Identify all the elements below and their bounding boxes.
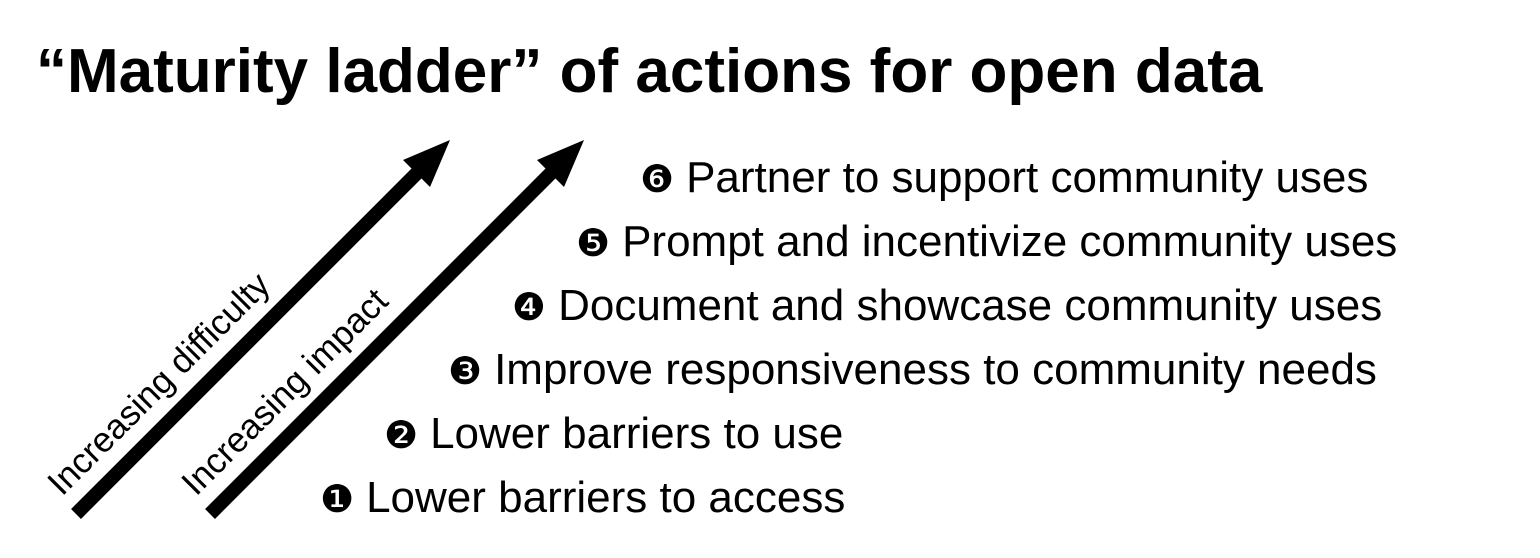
step-6-number-icon: ❻ [640,157,675,201]
step-1-number-icon: ❶ [320,477,355,521]
step-4: ❹ Document and showcase community uses [512,278,1382,335]
step-2-text: Lower barriers to use [430,409,844,458]
impact-arrow-head [537,140,584,187]
page-title: “Maturity ladder” of actions for open da… [36,37,1263,106]
difficulty-arrow-shaft [71,165,425,519]
step-6-text: Partner to support community uses [686,153,1369,202]
step-4-text: Document and showcase community uses [558,281,1383,330]
step-5-text: Prompt and incentivize community uses [622,217,1398,266]
step-3: ❸ Improve responsiveness to community nee… [448,342,1377,399]
step-3-text: Improve responsiveness to community need… [494,345,1377,394]
step-1: ❶ Lower barriers to access [320,470,845,527]
difficulty-arrow-label: Increasing difficulty [40,265,278,503]
step-6: ❻ Partner to support community uses [640,150,1368,207]
step-2-number-icon: ❷ [384,413,419,457]
difficulty-arrow-head [403,140,450,187]
step-5: ❺ Prompt and incentivize community uses [576,214,1397,271]
step-4-number-icon: ❹ [512,285,547,329]
step-5-number-icon: ❺ [576,221,611,265]
impact-arrow-shaft [205,165,559,519]
step-3-number-icon: ❸ [448,349,483,393]
step-2: ❷ Lower barriers to use [384,406,843,463]
step-1-text: Lower barriers to access [366,473,846,522]
